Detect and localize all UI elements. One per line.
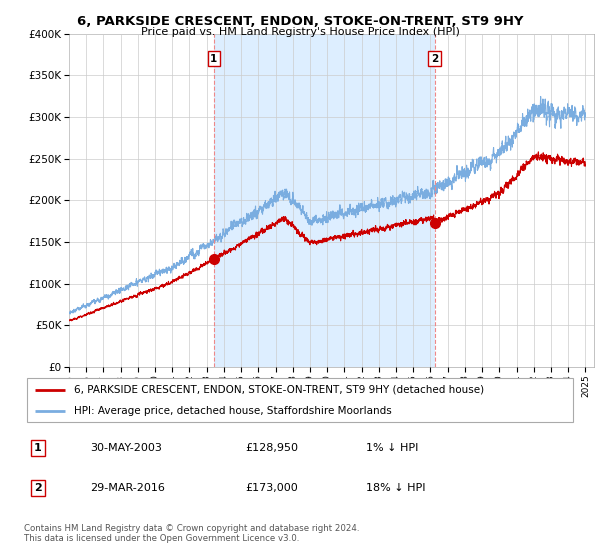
Text: 2: 2 (34, 483, 41, 493)
Text: £173,000: £173,000 (245, 483, 298, 493)
Text: 1% ↓ HPI: 1% ↓ HPI (366, 443, 419, 453)
Text: 30-MAY-2003: 30-MAY-2003 (90, 443, 162, 453)
FancyBboxPatch shape (27, 378, 573, 422)
Text: HPI: Average price, detached house, Staffordshire Moorlands: HPI: Average price, detached house, Staf… (74, 407, 391, 416)
Bar (214, 34, 434, 367)
Text: 1: 1 (34, 443, 41, 453)
Text: 6, PARKSIDE CRESCENT, ENDON, STOKE-ON-TRENT, ST9 9HY (detached house): 6, PARKSIDE CRESCENT, ENDON, STOKE-ON-TR… (74, 385, 484, 395)
Text: 18% ↓ HPI: 18% ↓ HPI (366, 483, 426, 493)
Text: Price paid vs. HM Land Registry's House Price Index (HPI): Price paid vs. HM Land Registry's House … (140, 27, 460, 37)
Text: £128,950: £128,950 (245, 443, 298, 453)
Text: 6, PARKSIDE CRESCENT, ENDON, STOKE-ON-TRENT, ST9 9HY: 6, PARKSIDE CRESCENT, ENDON, STOKE-ON-TR… (77, 15, 523, 28)
Text: 29-MAR-2016: 29-MAR-2016 (90, 483, 165, 493)
Text: 2: 2 (431, 54, 438, 64)
Text: Contains HM Land Registry data © Crown copyright and database right 2024.
This d: Contains HM Land Registry data © Crown c… (24, 524, 359, 543)
Text: 1: 1 (210, 54, 217, 64)
